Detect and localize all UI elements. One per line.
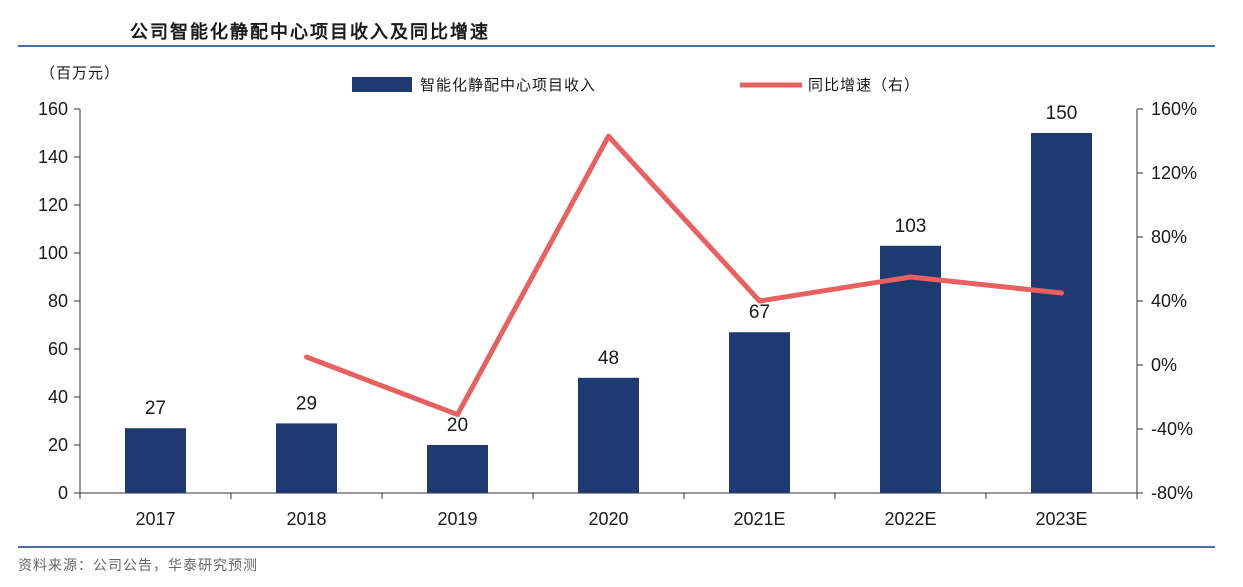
x-tick-label: 2021E: [733, 509, 785, 529]
y-right-tick-label: -80%: [1151, 483, 1193, 503]
y-right-tick-label: 40%: [1151, 291, 1187, 311]
revenue-bar: [578, 377, 639, 493]
y-left-tick-label: 140: [38, 147, 68, 167]
revenue-bar: [729, 332, 790, 493]
x-tick-label: 2019: [437, 509, 477, 529]
y-right-tick-label: 120%: [1151, 163, 1197, 183]
x-tick-label: 2017: [135, 509, 175, 529]
x-tick-label: 2023E: [1035, 509, 1087, 529]
combo-chart: （百万元） 0 20 40 60 80 100 120 140 160 -80% -40% 0% 40% 8…: [38, 64, 1197, 529]
y-right-tick-label: -40%: [1151, 419, 1193, 439]
legend-label-growth: 同比增速（右）: [808, 76, 920, 94]
revenue-bar: [880, 245, 941, 493]
growth-rate-line: [304, 133, 1064, 418]
revenue-bar: [276, 423, 337, 493]
chart-title: 公司智能化静配中心项目收入及同比增速: [130, 22, 490, 43]
legend-swatch-revenue: [352, 77, 412, 92]
x-tick-label: 2020: [588, 509, 628, 529]
revenue-bar-label: 20: [447, 415, 468, 436]
y-right-tick-label: 160%: [1151, 99, 1197, 119]
revenue-bar: [427, 445, 488, 493]
y-left-tick-label: 20: [48, 435, 68, 455]
revenue-bar-label: 48: [598, 348, 619, 369]
y-right-tick-label: 0%: [1151, 355, 1177, 375]
x-tick-label: 2018: [286, 509, 326, 529]
y-left-tick-label: 60: [48, 339, 68, 359]
revenue-bar-label: 103: [895, 216, 927, 237]
source-note: 资料来源：公司公告，华泰研究预测: [18, 558, 258, 574]
y-left-tick-label: 100: [38, 243, 68, 263]
revenue-bar-label: 150: [1046, 103, 1078, 124]
y-left-tick-label: 160: [38, 99, 68, 119]
y-left-tick-label: 80: [48, 291, 68, 311]
y-left-tick-label: 120: [38, 195, 68, 215]
title-divider: [18, 45, 1215, 47]
legend-label-revenue: 智能化静配中心项目收入: [420, 76, 596, 94]
revenue-bar-label: 67: [749, 302, 770, 323]
revenue-bar-label: 27: [145, 398, 166, 419]
footer-divider: [18, 546, 1215, 548]
y-left-unit: （百万元）: [40, 64, 120, 82]
revenue-bar: [125, 428, 186, 493]
revenue-bar-label: 29: [296, 393, 317, 414]
y-right-tick-label: 80%: [1151, 227, 1187, 247]
y-left-tick-label: 0: [58, 483, 68, 503]
y-left-tick-label: 40: [48, 387, 68, 407]
x-tick-label: 2022E: [884, 509, 936, 529]
revenue-bar: [1031, 133, 1092, 493]
